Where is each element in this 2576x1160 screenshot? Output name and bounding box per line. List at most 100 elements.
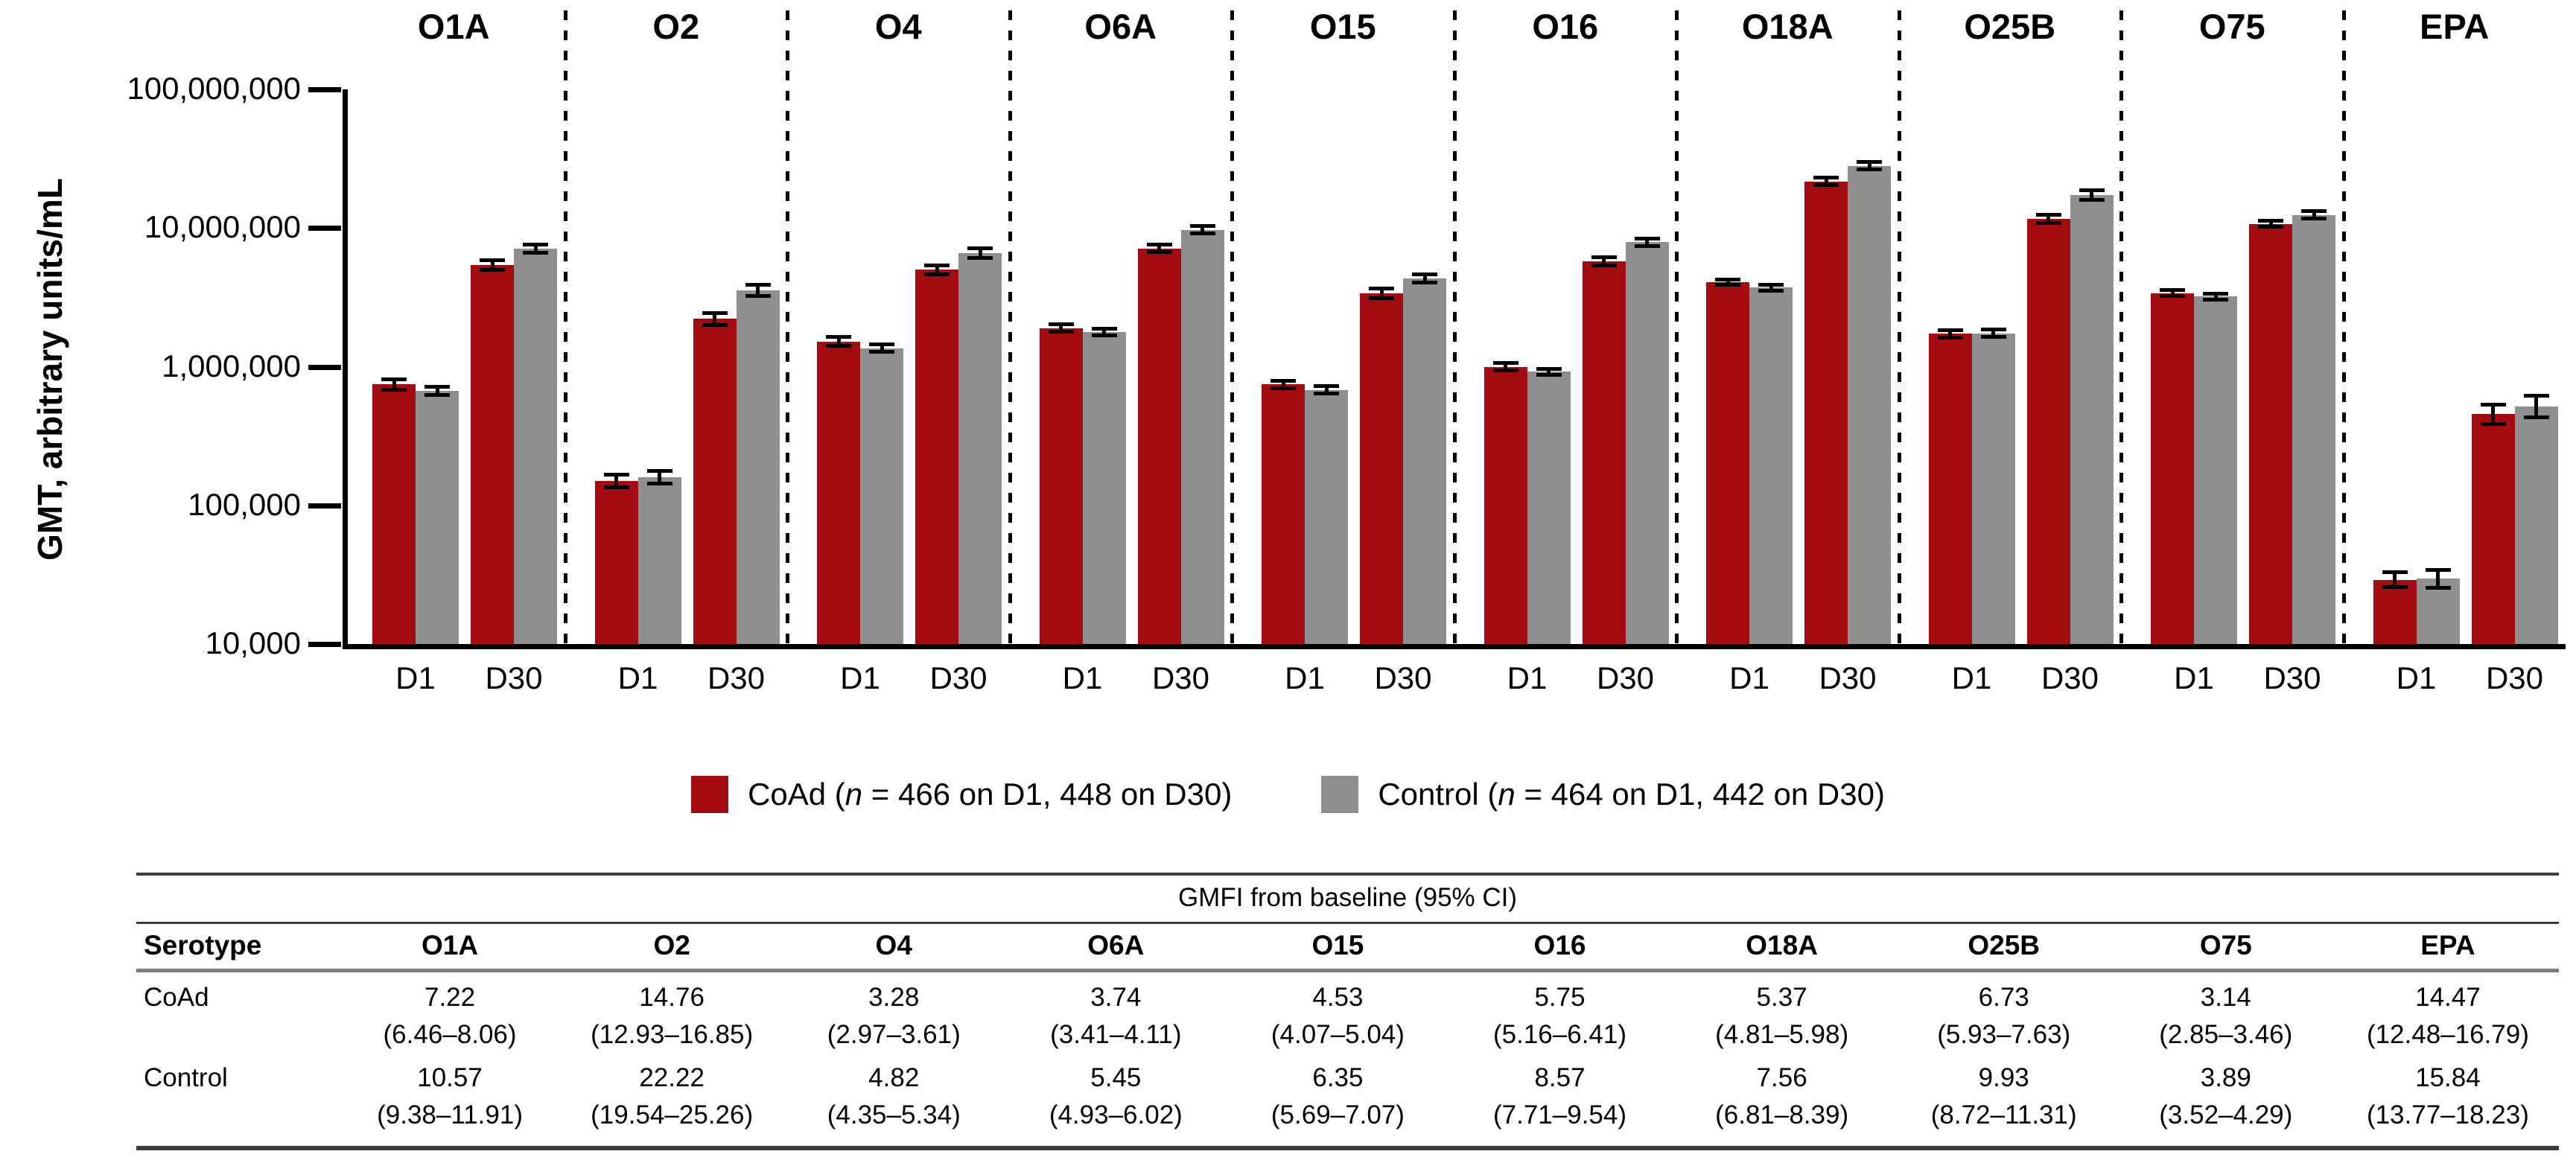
gmfi-ci: (2.85–3.46) xyxy=(2159,1019,2293,1049)
panel-title: O75 xyxy=(2198,7,2265,46)
error-bar xyxy=(392,378,396,390)
error-bar xyxy=(2491,404,2495,424)
col-header-o16: O16 xyxy=(1448,922,1671,972)
coad-color-swatch xyxy=(691,776,729,813)
error-bar-cap xyxy=(1715,283,1740,287)
gmfi-value: 6.73 xyxy=(1978,983,2029,1012)
error-bar xyxy=(1948,329,1952,338)
error-bar-cap xyxy=(2425,585,2451,590)
error-bar-cap xyxy=(1591,264,1617,268)
error-bar-cap xyxy=(1536,366,1562,371)
bar-coad-d30 xyxy=(915,270,958,644)
error-bar xyxy=(1281,380,1285,389)
col-header-epa: EPA xyxy=(2336,922,2559,972)
bar-control-d1 xyxy=(1749,287,1793,644)
gmfi-ci: (12.48–16.79) xyxy=(2366,1019,2529,1049)
error-bar-cap xyxy=(1189,224,1215,229)
col-header-o2: O2 xyxy=(561,922,783,972)
chart-legend: CoAd (n = 466 on D1, 448 on D30) Control… xyxy=(0,776,2576,813)
gmfi-value: 15.84 xyxy=(2415,1063,2481,1093)
gmfi-value: 14.76 xyxy=(639,983,705,1012)
error-bar-cap xyxy=(2480,421,2506,426)
gmfi-cell: 3.74 (3.41–4.11) xyxy=(1005,971,1227,1054)
error-bar xyxy=(2090,189,2093,200)
x-tick-label: D1 xyxy=(2174,660,2214,695)
gmfi-ci: (4.81–5.98) xyxy=(1715,1019,1849,1049)
error-bar xyxy=(935,264,939,275)
y-tick-mark xyxy=(308,503,341,509)
bar-coad-d1 xyxy=(372,384,416,644)
y-tick-label: 10,000,000 xyxy=(144,209,301,245)
error-bar xyxy=(1504,363,1507,371)
gmfi-cell: 9.93 (8.72–11.31) xyxy=(1892,1053,2115,1150)
error-bar xyxy=(1769,284,1773,291)
gmfi-ci: (4.07–5.04) xyxy=(1270,1019,1405,1049)
row-label-control: Control xyxy=(136,1053,339,1150)
error-bar-cap xyxy=(1048,330,1074,334)
error-bar-cap xyxy=(2382,585,2408,590)
error-bar xyxy=(2393,572,2397,588)
error-bar-cap xyxy=(1715,278,1740,282)
error-bar-cap xyxy=(826,335,851,340)
col-header-o15: O15 xyxy=(1227,922,1449,972)
error-bar-cap xyxy=(646,468,672,473)
gmfi-cell: 7.22 (6.46–8.06) xyxy=(339,971,561,1054)
error-bar xyxy=(713,312,716,325)
error-bar xyxy=(1867,162,1871,171)
error-bar xyxy=(614,474,618,488)
y-tick-label: 1,000,000 xyxy=(162,348,301,383)
gmfi-table: GMFI from baseline (95% CI) Serotype O1A… xyxy=(136,873,2559,1150)
gmfi-ci: (12.93–16.85) xyxy=(591,1019,754,1049)
col-header-serotype: Serotype xyxy=(136,922,339,972)
error-bar-cap xyxy=(2382,570,2408,575)
error-bar-cap xyxy=(2035,221,2061,226)
error-bar xyxy=(1200,226,1204,235)
gmfi-value: 10.57 xyxy=(417,1063,483,1093)
gmfi-value: 14.47 xyxy=(2415,983,2481,1012)
panel-title: O15 xyxy=(1309,7,1376,46)
error-bar-cap xyxy=(702,322,728,327)
x-tick-label: D30 xyxy=(485,660,543,695)
col-header-o75: O75 xyxy=(2114,922,2337,972)
bar-control-d1 xyxy=(1527,372,1571,644)
panel-separator xyxy=(786,10,789,644)
y-tick-label: 100,000,000 xyxy=(127,71,301,106)
gmfi-value: 3.14 xyxy=(2200,983,2251,1012)
gmfi-value: 5.75 xyxy=(1534,983,1586,1012)
error-bar-cap xyxy=(1270,378,1296,383)
bar-coad-d1 xyxy=(1039,328,1083,644)
error-bar-cap xyxy=(2523,415,2549,419)
error-bar-cap xyxy=(2203,291,2228,296)
error-bar-cap xyxy=(2079,188,2105,192)
error-bar-cap xyxy=(924,263,950,267)
y-tick-label: 100,000 xyxy=(188,486,301,522)
error-bar xyxy=(1547,368,1551,375)
gmfi-cell: 14.47 (12.48–16.79) xyxy=(2337,971,2559,1054)
bar-coad-d30 xyxy=(693,319,737,644)
error-bar xyxy=(1324,386,1329,395)
error-bar xyxy=(490,260,494,271)
error-bar-cap xyxy=(1634,236,1660,240)
error-bar-cap xyxy=(424,393,450,398)
bar-control-d30 xyxy=(514,249,557,644)
panel-title: O4 xyxy=(874,7,922,46)
gmfi-value: 7.56 xyxy=(1756,1063,1807,1093)
panel-title: O2 xyxy=(652,7,700,46)
panel-title: O25B xyxy=(1964,7,2056,46)
error-bar-cap xyxy=(1937,328,1963,332)
gmfi-value: 8.57 xyxy=(1534,1063,1586,1093)
error-bar xyxy=(2170,289,2175,297)
bar-control-d30 xyxy=(2292,214,2335,644)
table-row-control: Control 10.57 (9.38–11.91) 22.22 (19.54–25.2… xyxy=(136,1053,2559,1150)
panel-separator xyxy=(2341,10,2346,644)
x-tick-label: D1 xyxy=(1285,660,1325,695)
bar-control-d30 xyxy=(1403,278,1446,644)
x-tick-label: D30 xyxy=(707,660,766,695)
error-bar-cap xyxy=(745,283,771,287)
error-bar-cap xyxy=(1813,176,1839,180)
error-bar xyxy=(2436,570,2440,588)
panel-separator xyxy=(1452,10,1457,644)
table-caption-row: GMFI from baseline (95% CI) xyxy=(136,873,2559,924)
error-bar-cap xyxy=(2258,225,2283,229)
